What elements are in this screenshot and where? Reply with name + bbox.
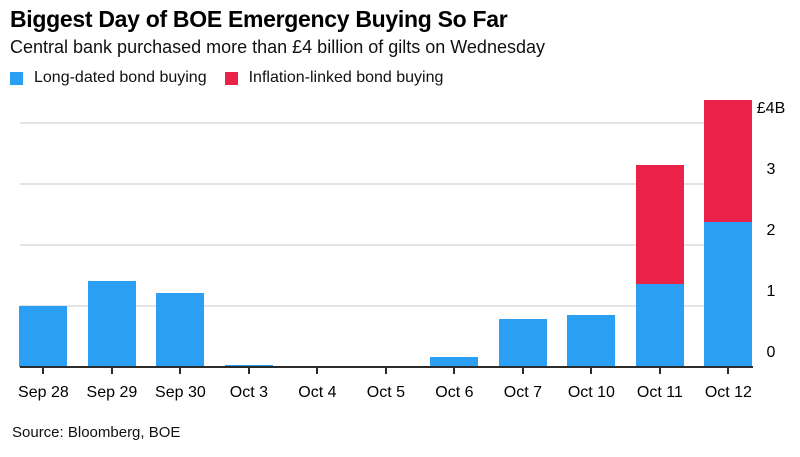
- x-axis-tick-label: Oct 11: [636, 384, 683, 401]
- y-axis-tick-label: £4B: [756, 99, 786, 117]
- legend-item-long-dated: Long-dated bond buying: [10, 69, 207, 87]
- x-axis-tick: [316, 368, 319, 374]
- x-axis-tick: [521, 368, 524, 374]
- bar-segment-long-dated: [567, 314, 616, 367]
- x-axis-tick: [658, 368, 661, 374]
- legend: Long-dated bond buying Inflation-linked …: [10, 69, 443, 87]
- y-axis-tick-label: 3: [766, 160, 776, 178]
- x-axis-tick: [179, 368, 182, 374]
- bar-segment-long-dated: [87, 281, 136, 367]
- bar-segment-long-dated: [704, 221, 753, 367]
- x-axis-tick-label: Oct 4: [298, 384, 337, 401]
- y-axis-tick-label: 2: [766, 221, 776, 239]
- x-axis-tick: [453, 368, 456, 374]
- gridline: [20, 182, 751, 185]
- gridline: [20, 121, 751, 124]
- x-axis-tick: [727, 368, 730, 374]
- x-axis-tick-label: Oct 10: [567, 384, 615, 401]
- x-axis-tick: [42, 368, 45, 374]
- x-axis-tick-label: Sep 28: [18, 384, 69, 401]
- x-axis-tick-label: Sep 30: [155, 384, 206, 401]
- legend-swatch-red-icon: [224, 71, 238, 85]
- bar-segment-long-dated: [224, 364, 273, 367]
- x-axis-tick-label: Sep 29: [86, 384, 138, 401]
- chart-subtitle: Central bank purchased more than £4 bill…: [10, 37, 545, 57]
- x-axis-tick-label: Oct 5: [366, 384, 405, 401]
- chart-title: Biggest Day of BOE Emergency Buying So F…: [10, 6, 508, 32]
- y-axis-tick-label: 1: [766, 282, 776, 300]
- bar-segment-long-dated: [498, 318, 547, 367]
- legend-label-long-dated: Long-dated bond buying: [34, 69, 207, 86]
- bar-segment-inflation-linked: [635, 164, 684, 284]
- legend-label-inflation-linked: Inflation-linked bond buying: [248, 69, 444, 86]
- x-axis-tick-label: Oct 3: [229, 384, 268, 401]
- gridline: [20, 304, 751, 307]
- bar-segment-long-dated: [635, 283, 684, 367]
- bar-segment-long-dated: [19, 305, 68, 367]
- bar-segment-long-dated: [156, 293, 205, 367]
- legend-item-inflation-linked: Inflation-linked bond buying: [224, 69, 444, 87]
- bar-segment-inflation-linked: [704, 99, 753, 222]
- gridline: [20, 243, 751, 246]
- x-axis-tick: [590, 368, 593, 374]
- source-note: Source: Bloomberg, BOE: [12, 424, 181, 441]
- legend-swatch-blue-icon: [10, 71, 23, 85]
- x-axis-tick-label: Oct 7: [503, 384, 542, 401]
- x-axis-tick-label: Oct 6: [435, 384, 474, 401]
- x-axis-line: [20, 366, 753, 368]
- bar-segment-long-dated: [430, 356, 479, 367]
- x-axis-tick: [384, 368, 387, 374]
- y-axis-tick-label: 0: [766, 343, 776, 361]
- x-axis-tick: [247, 368, 250, 374]
- x-axis-tick: [110, 368, 113, 374]
- x-axis-tick-label: Oct 12: [704, 384, 752, 401]
